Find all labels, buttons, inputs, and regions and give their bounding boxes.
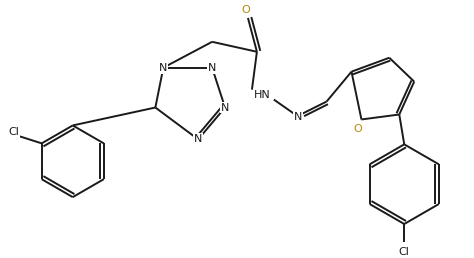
Text: O: O [242, 5, 250, 15]
Text: Cl: Cl [399, 247, 410, 257]
Text: N: N [293, 112, 302, 123]
Text: HN: HN [254, 90, 270, 100]
Text: Cl: Cl [9, 127, 19, 138]
Text: O: O [353, 124, 362, 134]
Text: N: N [194, 134, 202, 144]
Text: N: N [159, 63, 167, 73]
Text: N: N [208, 63, 216, 73]
Text: N: N [221, 102, 229, 112]
